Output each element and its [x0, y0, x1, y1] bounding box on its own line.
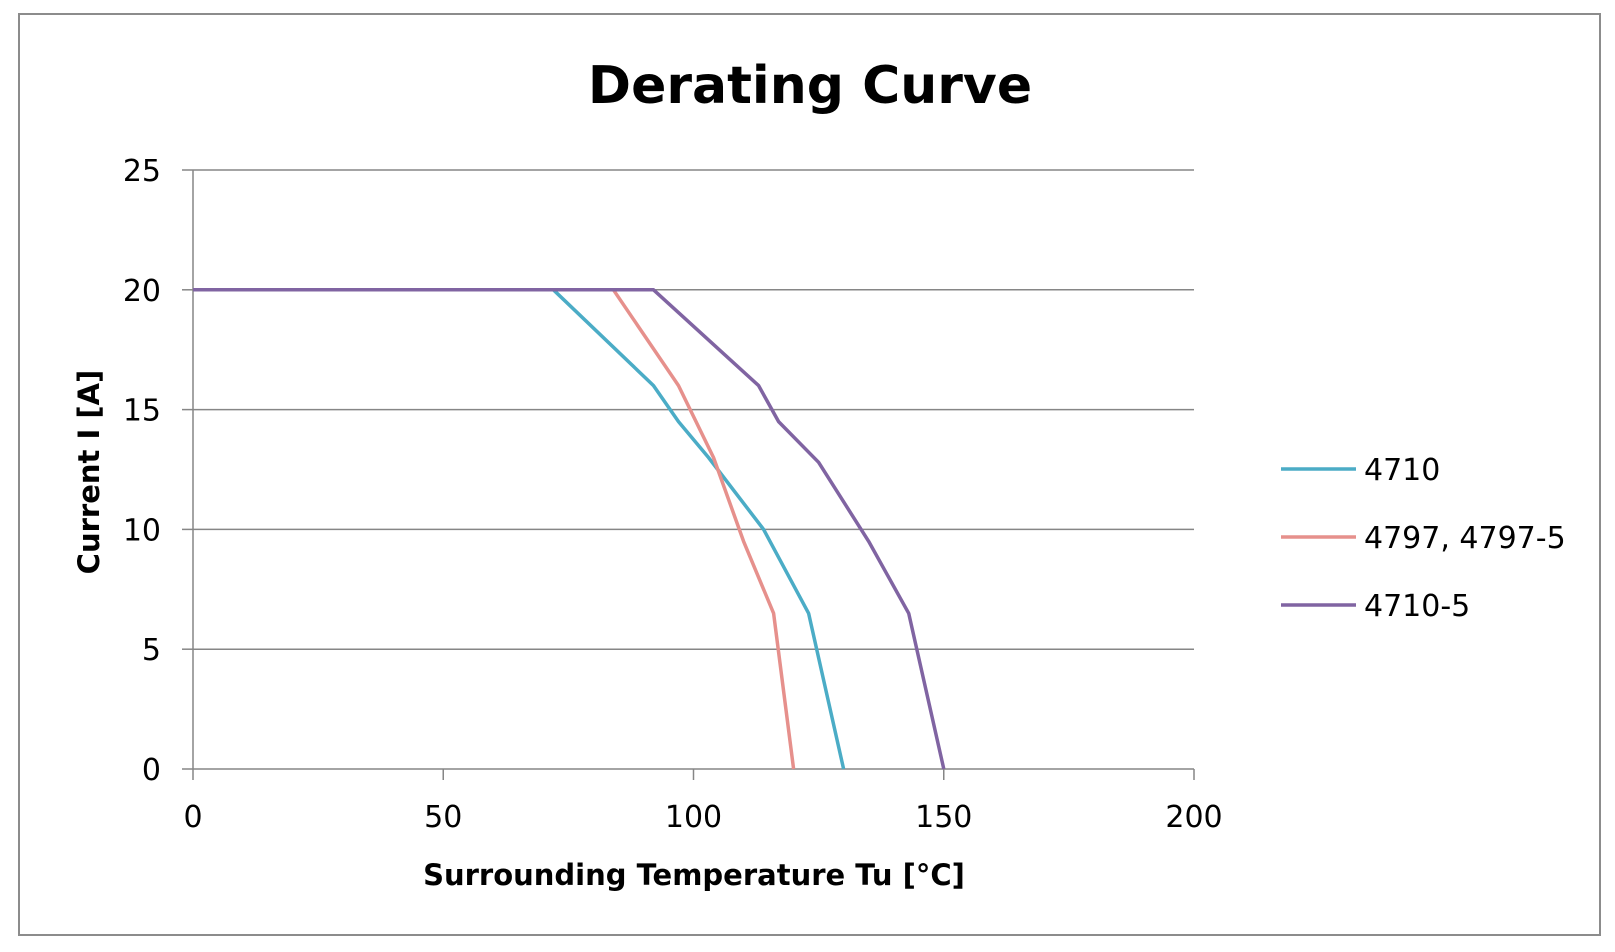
legend-label-3: 4710-5	[1364, 589, 1470, 624]
x-tick-label-100: 100	[665, 800, 722, 835]
y-tick-label-15: 15	[123, 394, 161, 429]
x-tick-label-150: 150	[915, 800, 972, 835]
chart-frame	[18, 13, 1601, 936]
y-tick-label-25: 25	[123, 154, 161, 189]
legend-label-1: 4710	[1364, 453, 1440, 488]
series-line-3	[193, 288, 946, 770]
series-line-1	[193, 288, 846, 770]
series-group	[193, 288, 946, 770]
axes	[182, 169, 1195, 780]
x-axis-title: Surrounding Temperature Tu [°C]	[423, 858, 965, 892]
gridlines	[193, 169, 1194, 650]
y-tick-label-10: 10	[123, 513, 161, 548]
chart-title: Derating Curve	[588, 56, 1032, 116]
x-tick-label-200: 200	[1165, 800, 1222, 835]
y-axis-title: Current I [A]	[72, 370, 106, 575]
legend-label-2: 4797, 4797-5	[1364, 521, 1566, 556]
y-tick-label-0: 0	[142, 753, 161, 788]
legend: 4710 4797, 4797-5 4710-5	[1281, 453, 1566, 624]
x-tick-label-0: 0	[183, 800, 202, 835]
y-tick-label-20: 20	[123, 274, 161, 309]
tick-labels: 0 5 10 15 20 25 0 50 100 150 200	[123, 154, 1223, 835]
x-tick-label-50: 50	[424, 800, 462, 835]
y-tick-label-5: 5	[142, 633, 161, 668]
